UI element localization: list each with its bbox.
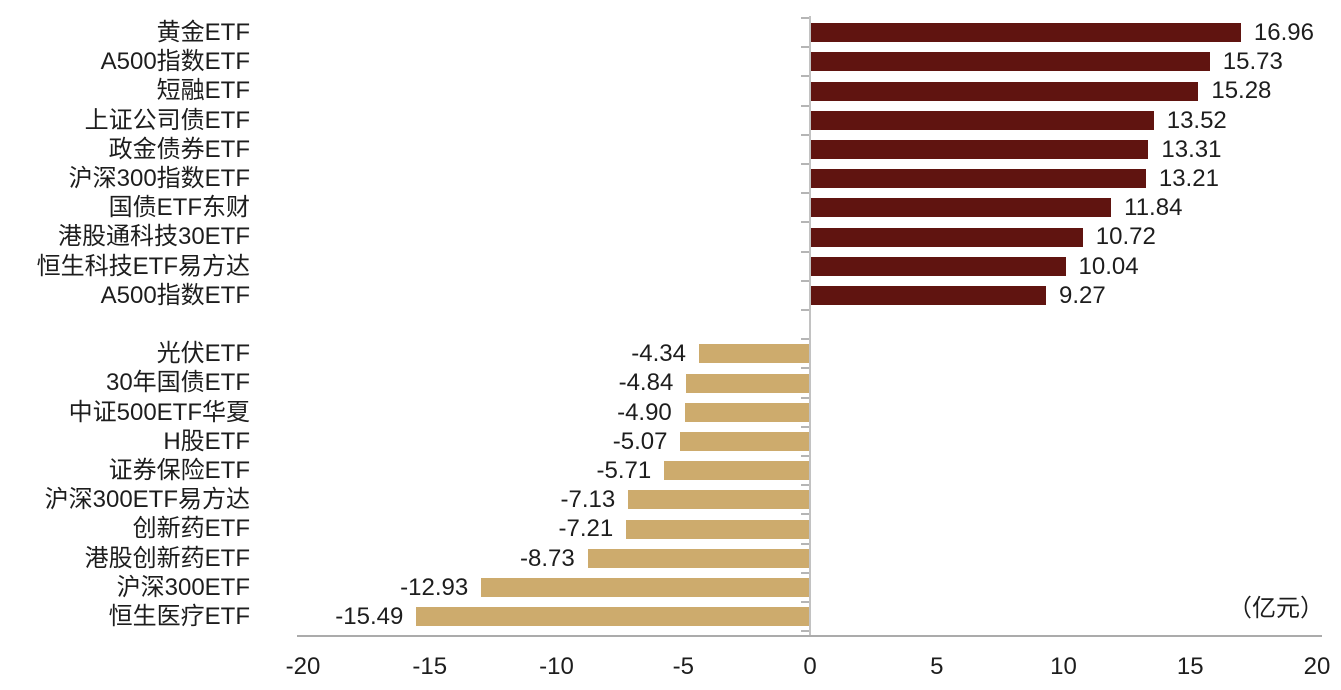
category-axis-tick — [801, 630, 809, 633]
category-label: 上证公司债ETF — [84, 106, 250, 134]
category-axis-tick — [801, 163, 809, 165]
category-axis-tick — [801, 250, 809, 253]
bar — [626, 519, 809, 539]
category-axis-tick — [801, 484, 809, 487]
category-axis-tick — [801, 455, 809, 457]
value-label: 10.72 — [1095, 223, 1156, 251]
bar — [811, 139, 1149, 159]
x-axis-line — [297, 634, 1322, 637]
bar — [811, 52, 1210, 72]
category-label: 港股创新药ETF — [84, 544, 250, 572]
bar — [664, 461, 809, 481]
category-label: 短融ETF — [156, 77, 250, 105]
axis-unit-label: （亿元） — [1228, 594, 1324, 622]
bar — [628, 490, 809, 510]
category-axis-tick — [801, 17, 809, 19]
bar — [811, 169, 1146, 189]
category-axis-tick — [801, 571, 809, 574]
value-label: -12.93 — [400, 573, 469, 601]
category-label: 黄金ETF — [156, 19, 250, 46]
bar — [684, 402, 809, 422]
x-tick-label: 15 — [1176, 652, 1204, 680]
category-label: 30年国债ETF — [105, 369, 250, 397]
category-label: 中证500ETF华夏 — [68, 398, 250, 426]
value-label: -7.13 — [560, 486, 616, 514]
value-label: 13.21 — [1158, 165, 1219, 192]
category-label: 创新药ETF — [132, 515, 250, 543]
value-label: 13.31 — [1161, 135, 1222, 163]
bar — [811, 198, 1112, 218]
category-axis-tick — [801, 542, 809, 545]
category-label: H股ETF — [163, 427, 250, 455]
category-axis-tick — [801, 396, 809, 399]
bar — [811, 227, 1083, 247]
category-label: 沪深300ETF易方达 — [44, 486, 250, 514]
value-label: 10.04 — [1078, 252, 1139, 280]
category-axis-tick — [801, 75, 809, 78]
category-axis-tick — [801, 221, 809, 224]
bar — [680, 431, 809, 451]
category-label: 港股通科技30ETF — [57, 223, 250, 251]
category-axis-tick — [801, 513, 809, 516]
value-label: -8.73 — [519, 544, 575, 572]
x-tick-label: 5 — [930, 652, 944, 680]
x-tick-label: -20 — [285, 652, 321, 680]
value-label: -4.84 — [618, 369, 674, 397]
category-label: 恒生医疗ETF — [108, 603, 250, 630]
category-label: 光伏ETF — [156, 340, 250, 368]
x-tick-label: -5 — [672, 652, 694, 680]
x-tick-label: -15 — [412, 652, 448, 680]
category-axis-tick — [801, 104, 809, 107]
value-label: 15.28 — [1211, 77, 1272, 105]
category-label: 沪深300ETF — [116, 573, 250, 601]
category-axis-tick — [801, 601, 809, 603]
category-axis-tick — [801, 133, 809, 136]
zero-axis-line — [809, 16, 811, 635]
bar — [811, 285, 1046, 305]
category-axis-tick — [801, 309, 809, 311]
bar — [811, 81, 1199, 101]
bar — [481, 577, 809, 597]
category-axis-tick — [801, 279, 809, 282]
category-label: A500指数ETF — [100, 281, 250, 309]
category-axis-tick — [801, 338, 809, 341]
x-tick-label: 0 — [803, 652, 817, 680]
bar — [686, 373, 809, 393]
category-label: A500指数ETF — [100, 48, 250, 76]
category-axis-tick — [801, 425, 809, 428]
category-label: 恒生科技ETF易方达 — [36, 252, 250, 280]
category-label: 国债ETF东财 — [108, 194, 250, 222]
category-label: 政金债券ETF — [108, 135, 250, 163]
bar — [811, 110, 1154, 130]
category-label: 沪深300指数ETF — [68, 165, 250, 192]
bar — [416, 607, 809, 627]
bar — [698, 344, 809, 364]
value-label: 15.73 — [1222, 48, 1283, 76]
bar — [587, 548, 809, 568]
value-label: -7.21 — [558, 515, 614, 543]
value-label: -15.49 — [335, 603, 404, 630]
bar — [811, 256, 1066, 276]
value-label: -4.90 — [617, 398, 672, 426]
value-label: 13.52 — [1166, 106, 1227, 134]
x-tick-label: 20 — [1303, 652, 1331, 680]
value-label: 16.96 — [1253, 19, 1314, 46]
value-label: -5.71 — [596, 457, 652, 484]
category-axis-tick — [801, 367, 809, 370]
value-label: -4.34 — [631, 340, 686, 368]
category-label: 证券保险ETF — [108, 457, 250, 484]
bar — [811, 23, 1241, 43]
value-label: 11.84 — [1124, 194, 1183, 222]
category-axis-tick — [801, 46, 809, 49]
value-label: 9.27 — [1058, 281, 1106, 309]
category-axis-tick — [801, 192, 809, 195]
x-tick-label: -10 — [539, 652, 574, 680]
x-tick-label: 10 — [1050, 652, 1077, 680]
value-label: -5.07 — [612, 427, 668, 455]
